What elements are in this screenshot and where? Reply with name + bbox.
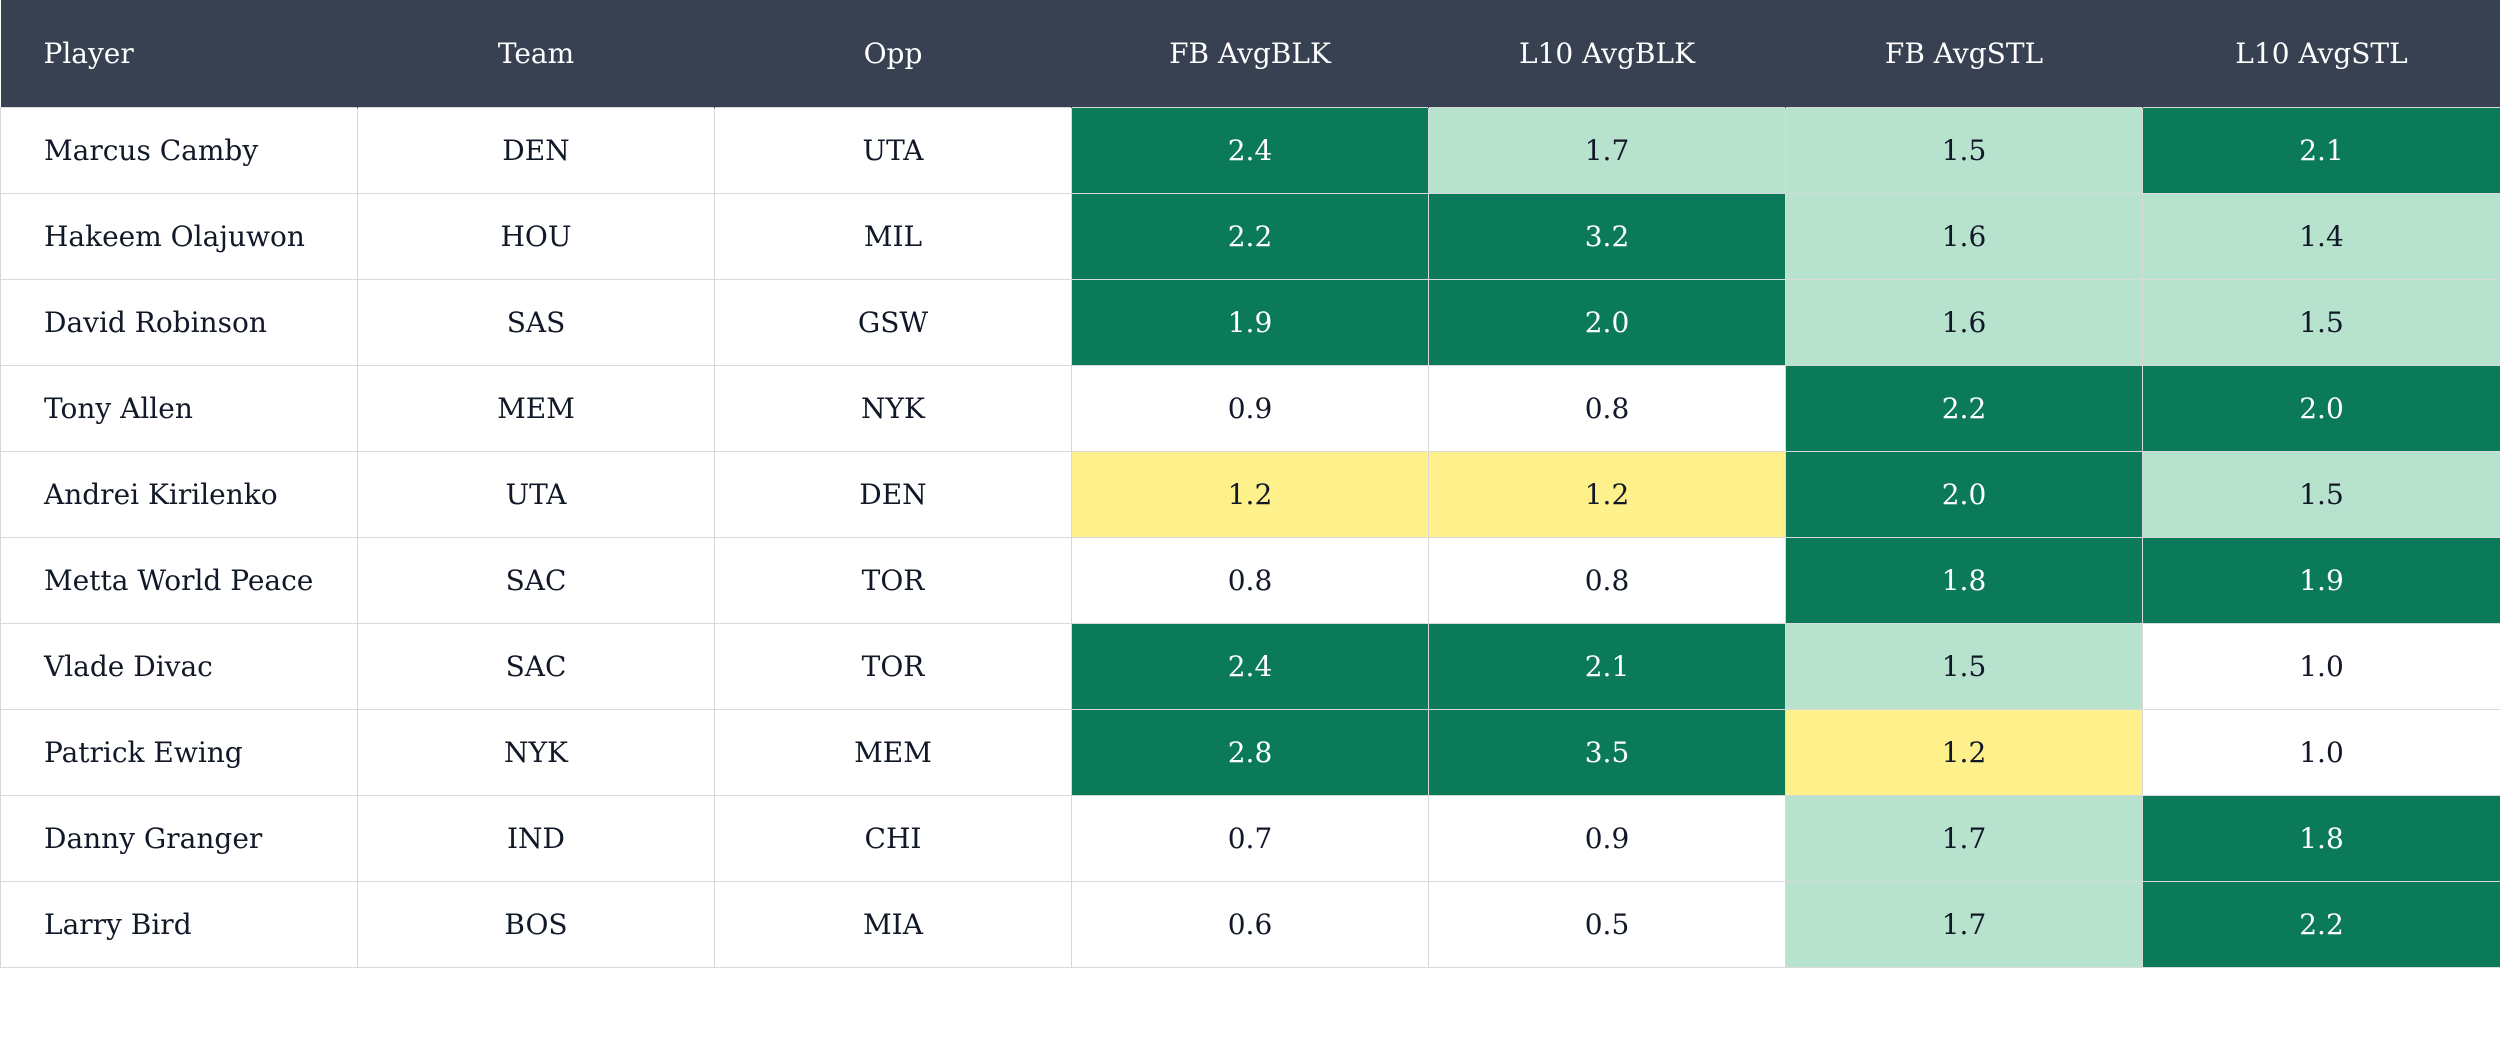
l10-avgstl-cell: 1.0	[2142, 708, 2500, 796]
table-row[interactable]: Hakeem Olajuwon HOU MIL 2.2 3.2 1.6 1.4	[0, 192, 2500, 280]
fb-avgstl-cell: 2.2	[1785, 364, 2143, 452]
fb-avgstl-cell: 2.0	[1785, 450, 2143, 538]
l10-avgblk-cell: 0.9	[1428, 794, 1786, 882]
table-row[interactable]: Tony Allen MEM NYK 0.9 0.8 2.2 2.0	[0, 364, 2500, 452]
fb-avgblk-cell: 2.4	[1071, 622, 1429, 710]
l10-avgstl-cell: 1.0	[2142, 622, 2500, 710]
fb-avgstl-cell: 1.8	[1785, 536, 2143, 624]
l10-avgstl-cell: 1.5	[2142, 450, 2500, 538]
l10-avgblk-cell: 2.1	[1428, 622, 1786, 710]
opp-cell: UTA	[714, 106, 1072, 194]
fb-avgstl-cell: 1.5	[1785, 622, 2143, 710]
team-cell: HOU	[357, 192, 715, 280]
player-cell: Marcus Camby	[0, 106, 358, 194]
team-cell: IND	[357, 794, 715, 882]
opp-cell: TOR	[714, 622, 1072, 710]
fb-avgstl-cell: 1.6	[1785, 192, 2143, 280]
l10-avgblk-cell: 1.2	[1428, 450, 1786, 538]
l10-avgstl-cell: 1.9	[2142, 536, 2500, 624]
l10-avgstl-cell: 1.5	[2142, 278, 2500, 366]
fb-avgblk-cell: 1.2	[1071, 450, 1429, 538]
l10-avgblk-cell: 1.7	[1428, 106, 1786, 194]
fb-avgblk-cell: 0.8	[1071, 536, 1429, 624]
opp-cell: GSW	[714, 278, 1072, 366]
column-header-opp[interactable]: Opp	[714, 0, 1072, 107]
l10-avgstl-cell: 2.0	[2142, 364, 2500, 452]
opp-cell: TOR	[714, 536, 1072, 624]
player-cell: Danny Granger	[0, 794, 358, 882]
l10-avgstl-cell: 2.1	[2142, 106, 2500, 194]
column-header-team[interactable]: Team	[357, 0, 715, 107]
table-row[interactable]: Vlade Divac SAC TOR 2.4 2.1 1.5 1.0	[0, 622, 2500, 710]
player-cell: Andrei Kirilenko	[0, 450, 358, 538]
l10-avgblk-cell: 3.2	[1428, 192, 1786, 280]
column-header-player[interactable]: Player	[0, 0, 358, 107]
l10-avgblk-cell: 0.8	[1428, 364, 1786, 452]
fb-avgblk-cell: 2.2	[1071, 192, 1429, 280]
column-header-fb-avgstl[interactable]: FB AvgSTL	[1785, 0, 2143, 107]
fb-avgblk-cell: 0.6	[1071, 880, 1429, 968]
team-cell: SAC	[357, 536, 715, 624]
opp-cell: NYK	[714, 364, 1072, 452]
table-body: Marcus Camby DEN UTA 2.4 1.7 1.5 2.1 Hakeem Ola…	[0, 106, 2500, 968]
table-row[interactable]: Marcus Camby DEN UTA 2.4 1.7 1.5 2.1	[0, 106, 2500, 194]
stats-table: Player Team Opp FB AvgBLK L10 AvgBLK FB …	[0, 0, 2500, 968]
fb-avgblk-cell: 0.9	[1071, 364, 1429, 452]
l10-avgblk-cell: 0.5	[1428, 880, 1786, 968]
fb-avgstl-cell: 1.5	[1785, 106, 2143, 194]
player-cell: David Robinson	[0, 278, 358, 366]
player-cell: Tony Allen	[0, 364, 358, 452]
table-row[interactable]: Patrick Ewing NYK MEM 2.8 3.5 1.2 1.0	[0, 708, 2500, 796]
l10-avgblk-cell: 0.8	[1428, 536, 1786, 624]
team-cell: SAS	[357, 278, 715, 366]
team-cell: SAC	[357, 622, 715, 710]
opp-cell: MIL	[714, 192, 1072, 280]
player-cell: Vlade Divac	[0, 622, 358, 710]
l10-avgstl-cell: 2.2	[2142, 880, 2500, 968]
l10-avgstl-cell: 1.8	[2142, 794, 2500, 882]
fb-avgstl-cell: 1.2	[1785, 708, 2143, 796]
column-header-l10-avgstl[interactable]: L10 AvgSTL	[2142, 0, 2500, 107]
team-cell: NYK	[357, 708, 715, 796]
table-row[interactable]: Larry Bird BOS MIA 0.6 0.5 1.7 2.2	[0, 880, 2500, 968]
l10-avgblk-cell: 2.0	[1428, 278, 1786, 366]
team-cell: BOS	[357, 880, 715, 968]
fb-avgblk-cell: 2.4	[1071, 106, 1429, 194]
player-cell: Larry Bird	[0, 880, 358, 968]
table-row[interactable]: Andrei Kirilenko UTA DEN 1.2 1.2 2.0 1.5	[0, 450, 2500, 538]
fb-avgstl-cell: 1.7	[1785, 794, 2143, 882]
opp-cell: DEN	[714, 450, 1072, 538]
header-row: Player Team Opp FB AvgBLK L10 AvgBLK FB …	[0, 0, 2500, 107]
opp-cell: MEM	[714, 708, 1072, 796]
column-header-fb-avgblk[interactable]: FB AvgBLK	[1071, 0, 1429, 107]
fb-avgblk-cell: 0.7	[1071, 794, 1429, 882]
table-row[interactable]: David Robinson SAS GSW 1.9 2.0 1.6 1.5	[0, 278, 2500, 366]
team-cell: UTA	[357, 450, 715, 538]
team-cell: DEN	[357, 106, 715, 194]
column-header-l10-avgblk[interactable]: L10 AvgBLK	[1428, 0, 1786, 107]
l10-avgblk-cell: 3.5	[1428, 708, 1786, 796]
l10-avgstl-cell: 1.4	[2142, 192, 2500, 280]
fb-avgblk-cell: 1.9	[1071, 278, 1429, 366]
player-cell: Hakeem Olajuwon	[0, 192, 358, 280]
table-row[interactable]: Danny Granger IND CHI 0.7 0.9 1.7 1.8	[0, 794, 2500, 882]
player-cell: Metta World Peace	[0, 536, 358, 624]
fb-avgblk-cell: 2.8	[1071, 708, 1429, 796]
player-cell: Patrick Ewing	[0, 708, 358, 796]
fb-avgstl-cell: 1.6	[1785, 278, 2143, 366]
team-cell: MEM	[357, 364, 715, 452]
opp-cell: MIA	[714, 880, 1072, 968]
opp-cell: CHI	[714, 794, 1072, 882]
fb-avgstl-cell: 1.7	[1785, 880, 2143, 968]
table-row[interactable]: Metta World Peace SAC TOR 0.8 0.8 1.8 1.9	[0, 536, 2500, 624]
